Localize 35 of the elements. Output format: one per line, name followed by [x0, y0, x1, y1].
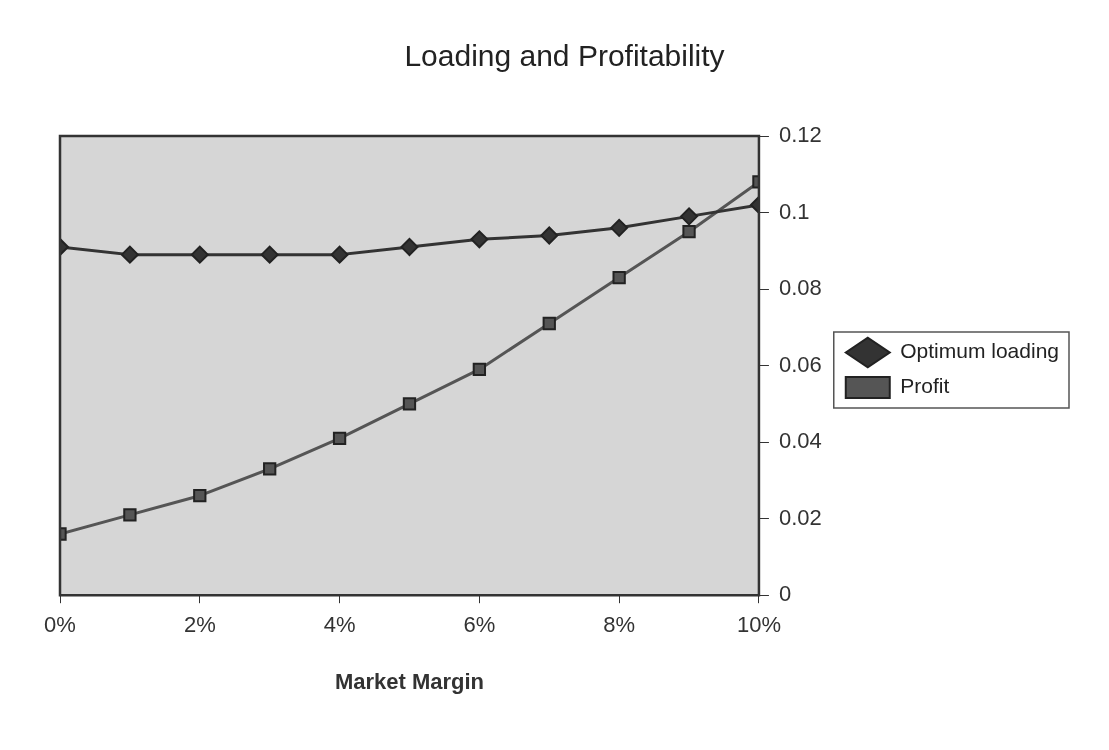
point [263, 462, 277, 476]
point [120, 245, 139, 264]
x-axis-title: Market Margin [334, 668, 485, 694]
x-tick-label: 8% [603, 612, 636, 638]
y-tick-label: 0.06 [778, 351, 822, 377]
point [193, 489, 207, 503]
y-tick-label: 0.04 [778, 428, 822, 454]
x-tick-label: 10% [736, 612, 781, 638]
chart-title: Loading and Profitability [404, 39, 725, 73]
point [330, 245, 349, 264]
x-tick-label: 6% [463, 612, 496, 638]
y-tick-label: 0.1 [778, 198, 810, 224]
point [190, 245, 209, 264]
point [610, 218, 629, 237]
point [332, 431, 347, 445]
y-tick-label: 0.02 [778, 504, 822, 530]
legend-label: Optimum loading [900, 339, 1060, 363]
point [612, 270, 626, 285]
point [680, 207, 699, 226]
point [400, 237, 419, 256]
point [470, 230, 489, 249]
point [540, 226, 559, 245]
y-tick-label: 0.08 [778, 275, 822, 301]
point [542, 316, 556, 331]
legend-label: Profit [900, 374, 950, 398]
point [472, 362, 487, 377]
y-tick-label: 0 [778, 581, 792, 607]
point [682, 225, 696, 239]
point [402, 397, 417, 411]
x-tick-label: 2% [183, 612, 216, 638]
x-tick-label: 4% [323, 612, 356, 638]
point [123, 508, 137, 522]
y-tick-label: 0.12 [778, 122, 822, 148]
x-tick-label: 0% [44, 612, 76, 638]
point [260, 245, 279, 264]
